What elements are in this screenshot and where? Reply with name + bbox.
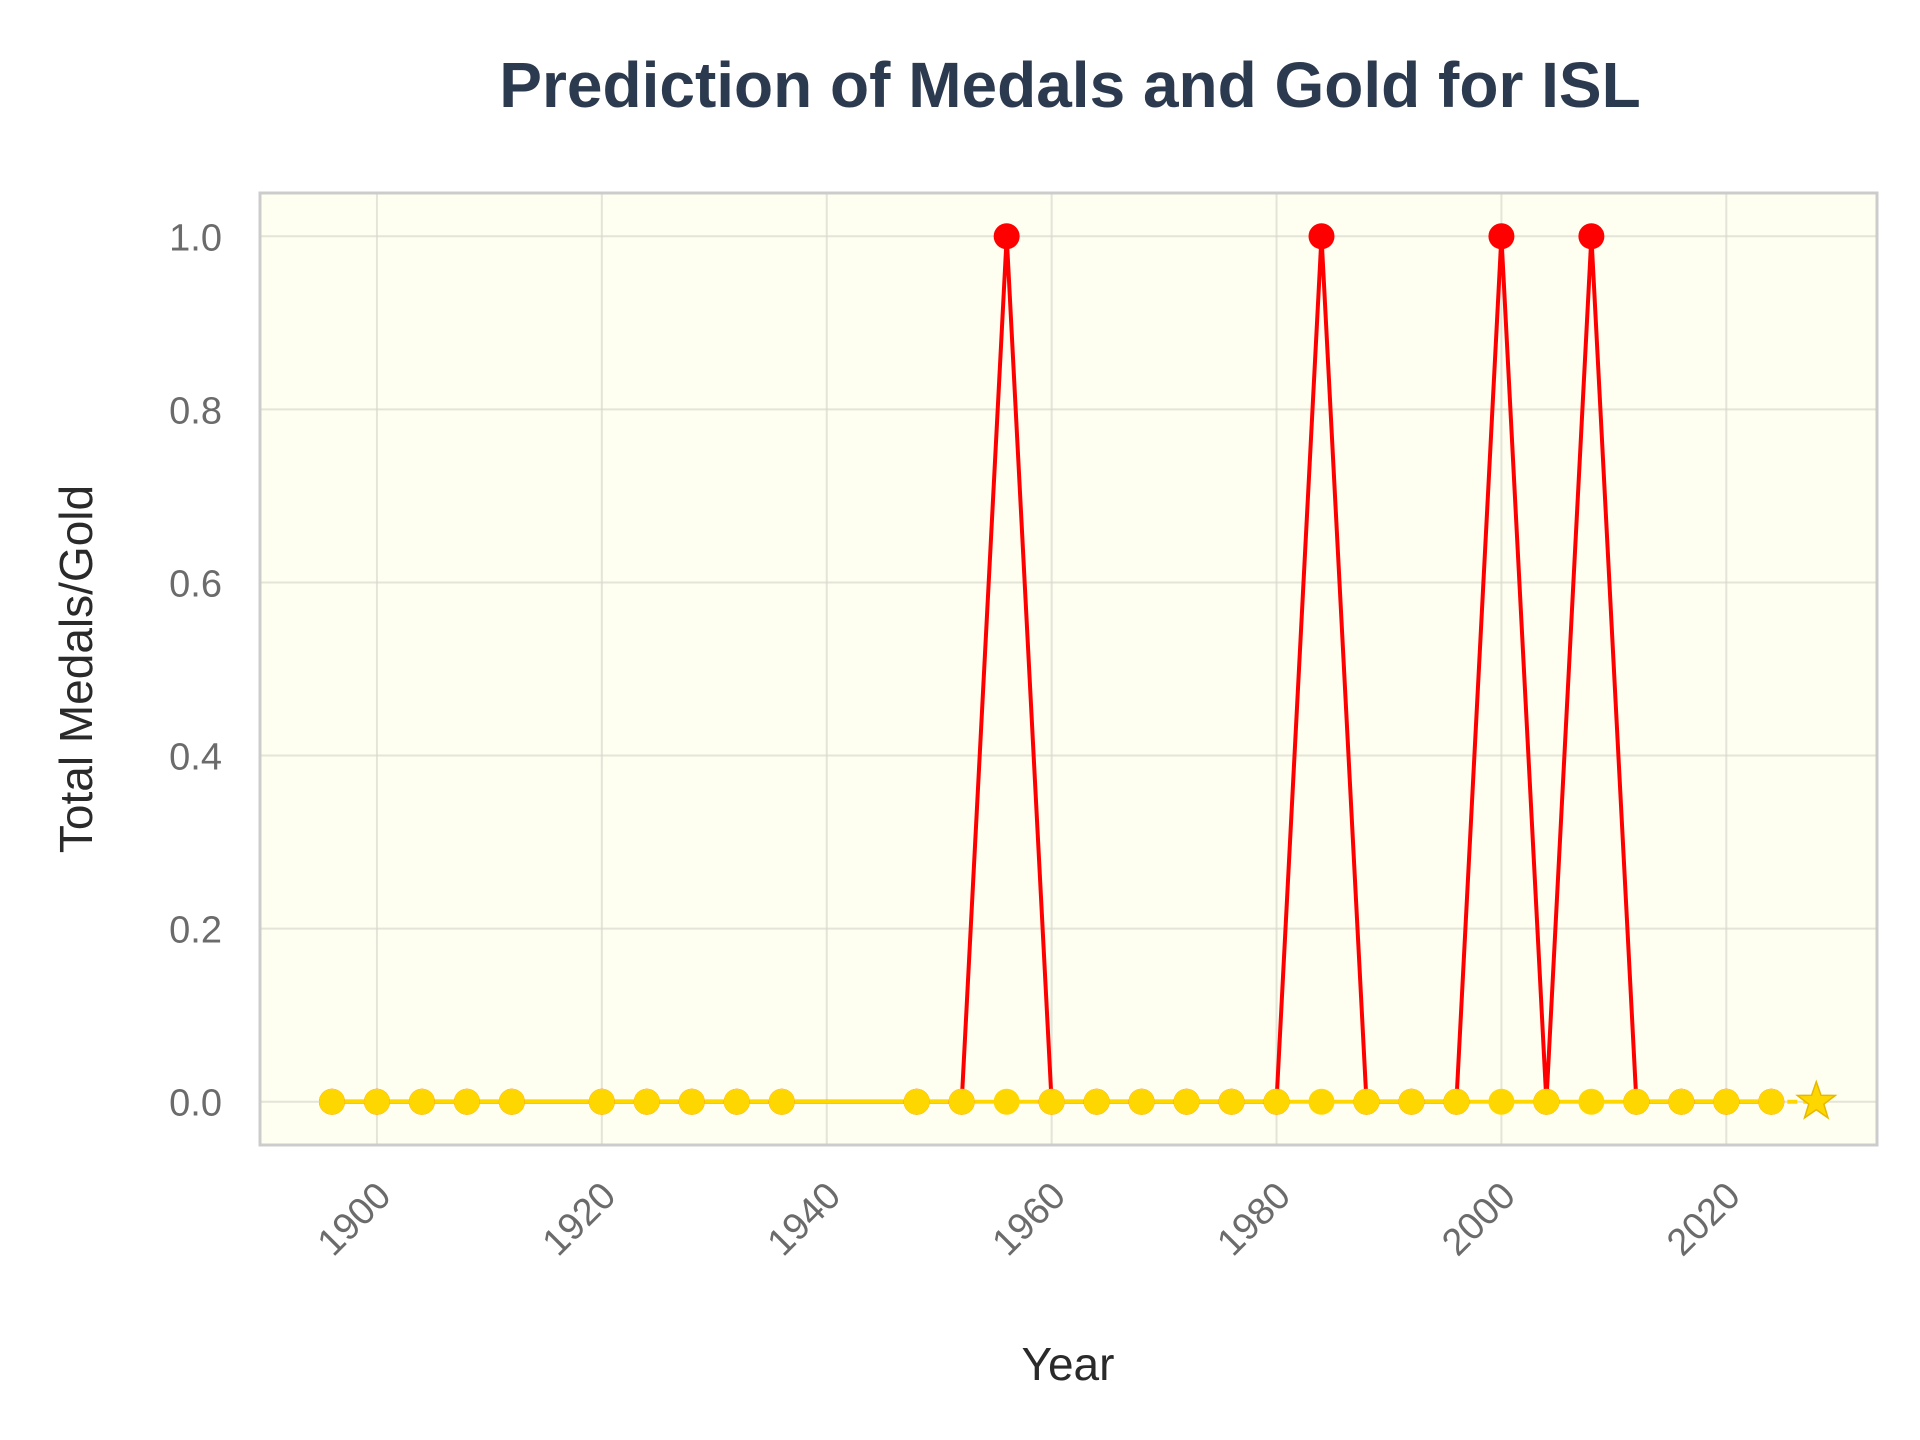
gold-point-1948 bbox=[903, 1088, 930, 1115]
y-tick-label-3: 0.6 bbox=[169, 563, 222, 605]
gold-point-1988 bbox=[1353, 1088, 1380, 1115]
x-axis-ticks: 1900 1920 1940 1960 1980 2000 2020 bbox=[310, 1175, 1749, 1264]
total_medals-point-1984 bbox=[1308, 223, 1335, 250]
y-tick-label-2: 0.4 bbox=[169, 737, 222, 779]
gold-point-1924 bbox=[633, 1088, 660, 1115]
gold-point-1952 bbox=[948, 1088, 975, 1115]
marker-layer bbox=[318, 223, 1838, 1120]
y-tick-label-4: 0.8 bbox=[169, 390, 222, 432]
plot-frame bbox=[258, 191, 1879, 1147]
y-tick-label-5: 1.0 bbox=[169, 217, 222, 259]
gold-point-1904 bbox=[408, 1088, 435, 1115]
gold-point-1980 bbox=[1263, 1088, 1290, 1115]
chart-title: Prediction of Medals and Gold for ISL bbox=[499, 49, 1640, 121]
y-tick-label-1: 0.2 bbox=[169, 910, 222, 952]
y-axis-ticks: 0.0 0.2 0.4 0.6 0.8 1.0 bbox=[169, 217, 222, 1124]
prediction-star bbox=[1795, 1079, 1838, 1120]
gold-point-1896 bbox=[318, 1088, 345, 1115]
gold-point-1976 bbox=[1218, 1088, 1245, 1115]
total_medals-point-2000 bbox=[1488, 223, 1515, 250]
x-tick-label-1940: 1940 bbox=[760, 1175, 849, 1264]
x-tick-label-2000: 2000 bbox=[1434, 1175, 1523, 1264]
gold-point-1996 bbox=[1443, 1088, 1470, 1115]
y-axis-label: Total Medals/Gold bbox=[50, 485, 102, 853]
gold-point-1964 bbox=[1083, 1088, 1110, 1115]
gold-point-2008 bbox=[1578, 1088, 1605, 1115]
total_medals-point-2008 bbox=[1578, 223, 1605, 250]
x-tick-label-1960: 1960 bbox=[985, 1175, 1074, 1264]
gold-point-2020 bbox=[1713, 1088, 1740, 1115]
gold-point-1920 bbox=[588, 1088, 615, 1115]
plot-area bbox=[260, 193, 1877, 1145]
gold-point-1968 bbox=[1128, 1088, 1155, 1115]
gold-point-1960 bbox=[1038, 1088, 1065, 1115]
grid bbox=[260, 193, 1877, 1145]
x-tick-label-2020: 2020 bbox=[1659, 1175, 1748, 1264]
gold-point-2024 bbox=[1758, 1088, 1785, 1115]
gold-point-2004 bbox=[1533, 1088, 1560, 1115]
gold-point-1900 bbox=[363, 1088, 390, 1115]
gold-point-2012 bbox=[1623, 1088, 1650, 1115]
gold-point-1908 bbox=[453, 1088, 480, 1115]
gold-point-1972 bbox=[1173, 1088, 1200, 1115]
x-tick-label-1980: 1980 bbox=[1209, 1175, 1298, 1264]
gold-point-1936 bbox=[768, 1088, 795, 1115]
gold-point-2016 bbox=[1668, 1088, 1695, 1115]
x-tick-label-1900: 1900 bbox=[310, 1175, 399, 1264]
x-axis-label: Year bbox=[1022, 1338, 1115, 1390]
gold-point-2000 bbox=[1488, 1088, 1515, 1115]
gold-point-1928 bbox=[678, 1088, 705, 1115]
gold-point-1932 bbox=[723, 1088, 750, 1115]
gold-point-1912 bbox=[498, 1088, 525, 1115]
y-tick-label-0: 0.0 bbox=[169, 1083, 222, 1125]
gold-point-1992 bbox=[1398, 1088, 1425, 1115]
x-tick-label-1920: 1920 bbox=[535, 1175, 624, 1264]
total_medals-point-1956 bbox=[993, 223, 1020, 250]
gold-point-1984 bbox=[1308, 1088, 1335, 1115]
gold-point-1956 bbox=[993, 1088, 1020, 1115]
